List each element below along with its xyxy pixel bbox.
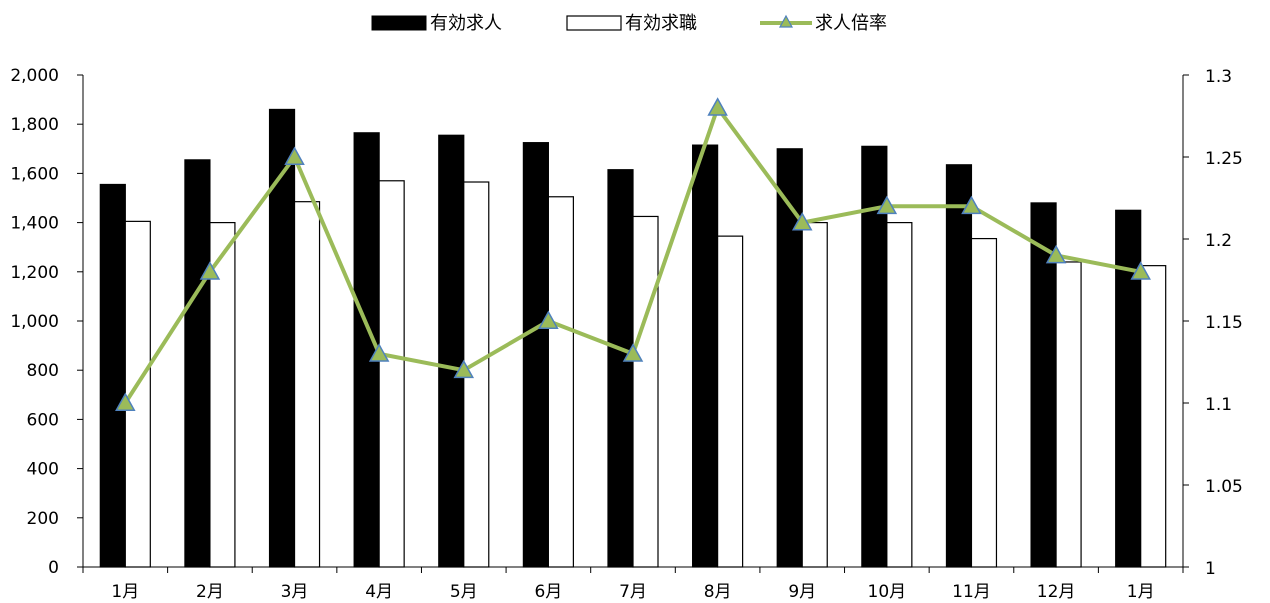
- legend-swatch-series-0: [371, 15, 427, 31]
- left-tick-label: 1,600: [10, 164, 59, 184]
- x-tick-label: 6月: [534, 582, 562, 602]
- x-tick-label: 9月: [788, 582, 816, 602]
- right-tick-label: 1.3: [1205, 67, 1232, 87]
- bar-yuko-kyujin: [353, 132, 380, 568]
- line-point-marker: [115, 392, 136, 411]
- x-tick-label: 5月: [450, 582, 478, 602]
- bar-yuko-kyujin: [268, 108, 296, 568]
- x-tick-label: 11月: [952, 582, 991, 602]
- line-point-marker: [791, 212, 813, 231]
- bar-yuko-kyushoku: [209, 222, 236, 568]
- right-tick-label: 1.05: [1205, 477, 1243, 497]
- left-tick-label: 0: [48, 558, 59, 578]
- line-point-marker: [368, 343, 390, 362]
- bar-yuko-kyushoku: [717, 235, 744, 568]
- x-tick-label: 2月: [196, 582, 224, 602]
- bar-yuko-kyushoku: [886, 222, 913, 568]
- left-tick-label: 1,400: [10, 214, 59, 234]
- bar-yuko-kyujin: [438, 134, 465, 568]
- line-point-marker: [1130, 261, 1151, 280]
- line-point-marker: [1045, 244, 1067, 264]
- line-point-marker: [199, 261, 221, 280]
- bar-yuko-kyushoku: [632, 215, 659, 568]
- x-tick-label: 3月: [281, 582, 309, 602]
- legend-label-series-0: 有効求人: [430, 13, 502, 34]
- left-tick-label: 1,800: [10, 115, 59, 135]
- bar-yuko-kyushoku: [1055, 261, 1082, 568]
- bar-yuko-kyushoku: [378, 180, 405, 568]
- x-tick-label: 10月: [868, 582, 907, 602]
- legend-label-series-1: 有効求職: [625, 13, 697, 34]
- bar-yuko-kyujin: [1030, 202, 1057, 568]
- right-tick-label: 1: [1205, 559, 1216, 579]
- bar-yuko-kyujin: [607, 169, 634, 568]
- legend-marker-series-2: [778, 14, 794, 28]
- bar-yuko-kyujin: [522, 142, 549, 568]
- bar-yuko-kyujin: [945, 164, 973, 568]
- legend: 有効求人 有効求職 求人倍率: [371, 13, 887, 34]
- left-tick-label: 1,000: [10, 312, 59, 332]
- left-tick-label: 1,200: [10, 263, 59, 283]
- line-point-marker: [453, 359, 475, 379]
- line-point-marker: [538, 310, 559, 329]
- bar-yuko-kyushoku: [293, 201, 321, 568]
- bar-yuko-kyujin: [99, 183, 126, 568]
- x-tick-label: 7月: [619, 582, 647, 602]
- legend-swatch-series-1: [566, 15, 622, 31]
- line-point-marker: [284, 146, 305, 165]
- right-tick-label: 1.25: [1205, 149, 1243, 169]
- right-tick-label: 1.1: [1205, 395, 1232, 415]
- line-point-marker: [622, 343, 644, 362]
- bar-yuko-kyujin: [692, 144, 719, 568]
- x-tick-label: 4月: [365, 582, 393, 602]
- legend-label-series-2: 求人倍率: [815, 13, 887, 34]
- bar-yuko-kyushoku: [970, 237, 998, 568]
- x-tick-label: 8月: [704, 582, 732, 602]
- line-point-marker: [876, 195, 898, 215]
- left-tick-label: 2,000: [10, 66, 59, 86]
- bar-yuko-kyushoku: [801, 222, 828, 568]
- left-tick-label: 400: [27, 460, 59, 480]
- left-tick-label: 600: [27, 410, 59, 430]
- x-tick-label: 1月: [1127, 582, 1155, 602]
- bar-yuko-kyujin: [184, 159, 211, 568]
- left-tick-label: 200: [27, 509, 59, 529]
- right-tick-label: 1.2: [1205, 231, 1232, 251]
- x-tick-label: 12月: [1037, 582, 1076, 602]
- bar-yuko-kyujin: [1115, 209, 1142, 568]
- x-tick-label: 1月: [111, 582, 139, 602]
- left-tick-label: 800: [27, 361, 59, 381]
- bar-yuko-kyushoku: [547, 196, 574, 568]
- bar-yuko-kyujin: [776, 148, 803, 568]
- line-point-marker: [961, 195, 982, 215]
- plot-area: 0 200 400 600 800 1,000 1,200 1,400 1,600 1,800 2,…: [10, 66, 1243, 602]
- right-tick-label: 1.15: [1205, 313, 1243, 333]
- bar-yuko-kyushoku: [1140, 265, 1167, 568]
- line-point-marker: [707, 97, 728, 116]
